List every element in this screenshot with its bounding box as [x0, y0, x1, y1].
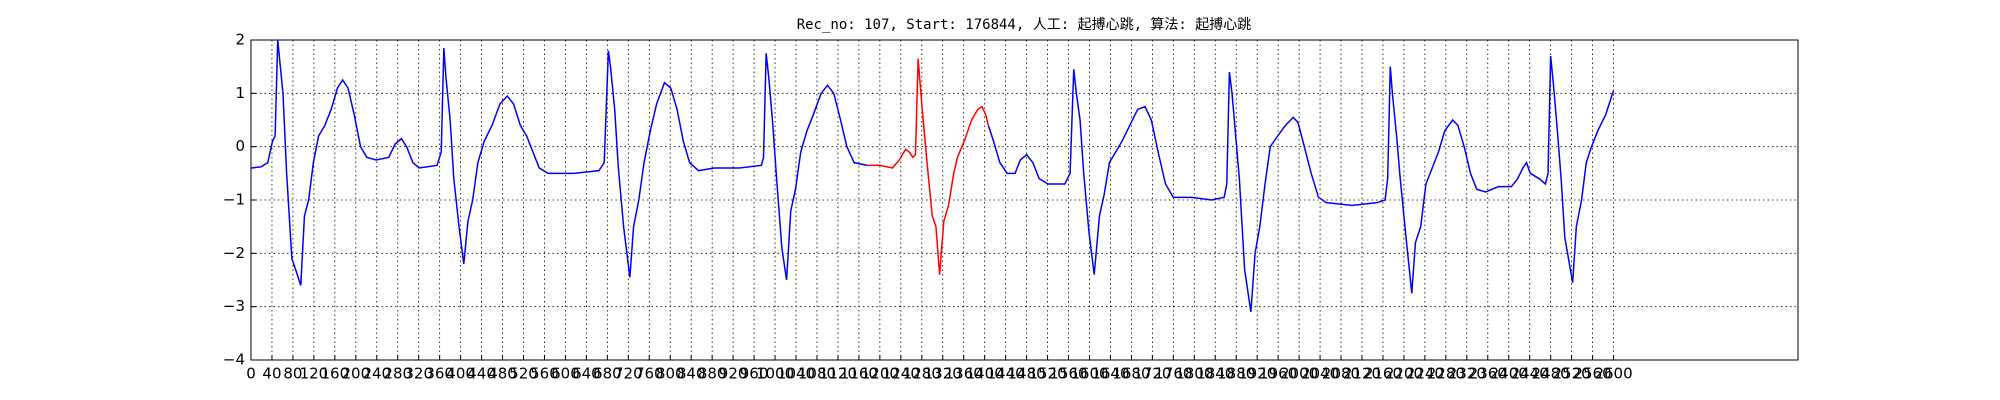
- x-tick-label: 360: [425, 365, 454, 383]
- x-tick-label: 2080: [1322, 365, 1360, 383]
- x-tick-label: 1680: [1112, 365, 1150, 383]
- x-tick-label: 2480: [1532, 365, 1570, 383]
- x-tick-label: 2120: [1343, 365, 1381, 383]
- x-tick-label: 2000: [1280, 365, 1318, 383]
- x-tick-label: 2360: [1469, 365, 1507, 383]
- x-tick-label: 120: [300, 365, 329, 383]
- x-tick-label: 720: [614, 365, 643, 383]
- x-tick-label: 840: [677, 365, 706, 383]
- y-tick-label: 0: [235, 137, 245, 155]
- x-tick-label: 1320: [924, 365, 962, 383]
- x-tick-label: 1720: [1133, 365, 1171, 383]
- x-tick-label: 400: [446, 365, 475, 383]
- x-tick-label: 1480: [1008, 365, 1046, 383]
- x-tick-label: 1920: [1238, 365, 1276, 383]
- x-tick-label: 1240: [882, 365, 920, 383]
- x-tick-label: 760: [635, 365, 664, 383]
- x-tick-label: 1400: [966, 365, 1004, 383]
- x-tick-label: 2440: [1511, 365, 1549, 383]
- x-tick-label: 40: [262, 365, 281, 383]
- chart-title: Rec_no: 107, Start: 176844, 人工: 起搏心跳, 算法…: [797, 16, 1252, 33]
- x-tick-label: 560: [530, 365, 559, 383]
- x-tick-label: 680: [593, 365, 622, 383]
- x-tick-label: 2320: [1448, 365, 1486, 383]
- x-tick-label: 320: [404, 365, 433, 383]
- x-tick-label: 1520: [1028, 365, 1066, 383]
- x-tick-label: 640: [572, 365, 601, 383]
- x-tick-label: 280: [383, 365, 412, 383]
- x-tick-label: 2520: [1553, 365, 1591, 383]
- x-tick-label: 1040: [777, 365, 815, 383]
- x-tick-label: 1880: [1217, 365, 1255, 383]
- x-tick-label: 1800: [1175, 365, 1213, 383]
- x-tick-label: 1560: [1049, 365, 1087, 383]
- signal-line: [867, 58, 990, 275]
- x-tick-label: 2200: [1385, 365, 1423, 383]
- x-tick-label: 1160: [840, 365, 878, 383]
- y-tick-label: −3: [223, 297, 245, 315]
- x-tick-label: 600: [551, 365, 580, 383]
- x-tick-label: 2160: [1364, 365, 1402, 383]
- x-tick-label: 2240: [1406, 365, 1444, 383]
- y-tick-label: 2: [235, 31, 245, 49]
- x-tick-label: 2280: [1427, 365, 1465, 383]
- x-tick-label: 1760: [1154, 365, 1192, 383]
- x-tick-label: 1280: [903, 365, 941, 383]
- x-tick-label: 2560: [1573, 365, 1611, 383]
- signal-line: [250, 39, 868, 286]
- x-tick-label: 160: [321, 365, 350, 383]
- x-tick-label: 1640: [1091, 365, 1129, 383]
- x-tick-label: 240: [362, 365, 391, 383]
- x-tick-label: 80: [283, 365, 302, 383]
- x-tick-label: 1840: [1196, 365, 1234, 383]
- x-tick-label: 2040: [1301, 365, 1339, 383]
- x-tick-label: 1960: [1259, 365, 1297, 383]
- signal-line: [987, 55, 1615, 313]
- x-tick-label: 1120: [819, 365, 857, 383]
- x-tick-label: 1600: [1070, 365, 1108, 383]
- x-tick-label: 480: [488, 365, 517, 383]
- x-tick-label: 1000: [756, 365, 794, 383]
- y-tick-label: −1: [223, 191, 245, 209]
- x-tick-label: 880: [698, 365, 727, 383]
- x-tick-label: 800: [656, 365, 685, 383]
- x-tick-label: 920: [719, 365, 748, 383]
- x-tick-label: 1080: [798, 365, 836, 383]
- x-tick-label: 960: [740, 365, 769, 383]
- x-tick-label: 2400: [1490, 365, 1528, 383]
- y-tick-label: −4: [223, 351, 245, 369]
- x-tick-label: 1440: [987, 365, 1025, 383]
- x-tick-label: 1200: [861, 365, 899, 383]
- x-tick-label: 520: [509, 365, 538, 383]
- x-tick-label: 0: [246, 365, 256, 383]
- x-tick-label: 440: [467, 365, 496, 383]
- y-tick-label: 1: [235, 84, 245, 102]
- x-tick-label: 200: [341, 365, 370, 383]
- y-tick-label: −2: [223, 244, 245, 262]
- x-tick-label: 2600: [1594, 365, 1632, 383]
- x-tick-label: 1360: [945, 365, 983, 383]
